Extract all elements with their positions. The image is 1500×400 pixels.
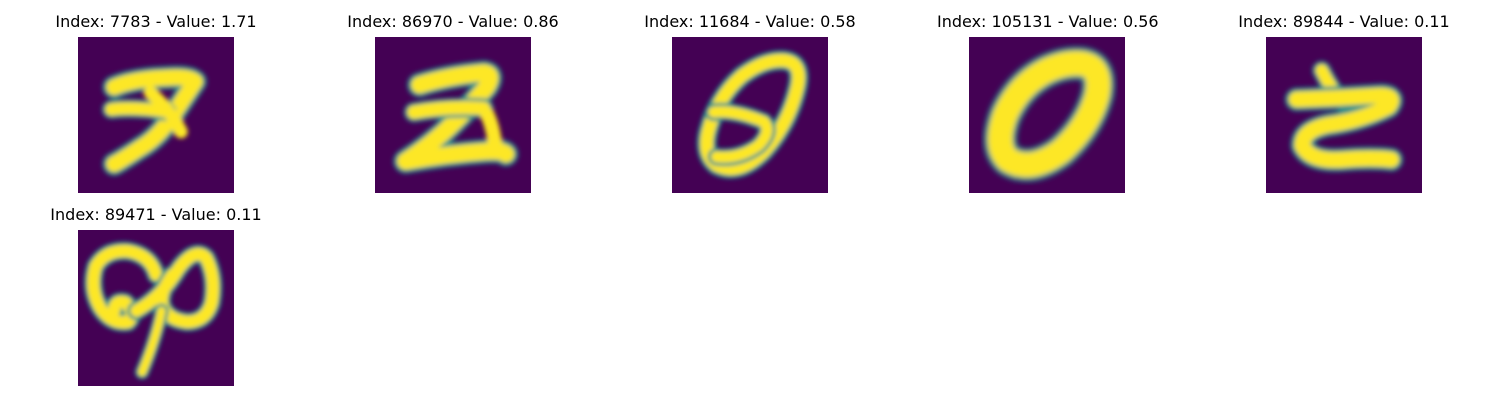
panel-3: Index: 105131 - Value: 0.56	[937, 0, 1157, 180]
digit-image	[78, 37, 234, 193]
panel-5: Index: 89471 - Value: 0.11	[46, 193, 266, 373]
panel-title: Index: 105131 - Value: 0.56	[937, 12, 1157, 32]
panel-title: Index: 89844 - Value: 0.11	[1234, 12, 1454, 32]
digit-image	[1266, 37, 1422, 193]
panel-title: Index: 89471 - Value: 0.11	[46, 205, 266, 225]
digit-image	[375, 37, 531, 193]
panel-title: Index: 11684 - Value: 0.58	[640, 12, 860, 32]
panel-4: Index: 89844 - Value: 0.11	[1234, 0, 1454, 180]
panel-1: Index: 86970 - Value: 0.86	[343, 0, 563, 180]
panel-title: Index: 7783 - Value: 1.71	[46, 12, 266, 32]
digit-image	[78, 230, 234, 386]
digit-image	[672, 37, 828, 193]
digit-image	[969, 37, 1125, 193]
panel-0: Index: 7783 - Value: 1.71	[46, 0, 266, 180]
panel-title: Index: 86970 - Value: 0.86	[343, 12, 563, 32]
panel-2: Index: 11684 - Value: 0.58	[640, 0, 860, 180]
